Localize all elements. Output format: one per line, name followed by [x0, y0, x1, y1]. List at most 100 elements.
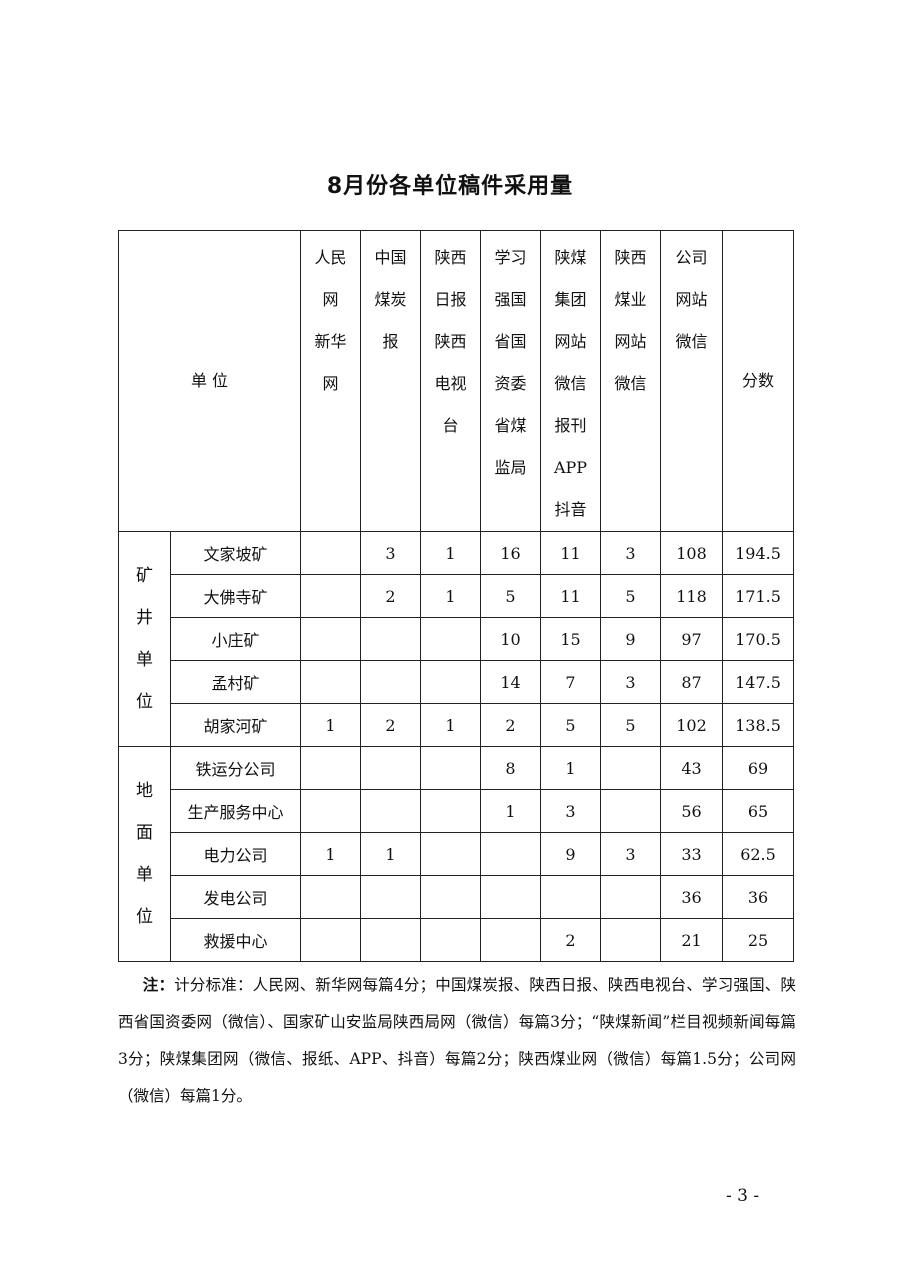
- count-cell: 11: [540, 531, 601, 575]
- column-header-line: 抖音: [554, 500, 587, 519]
- scoring-note: 注：计分标准：人民网、新华网每篇4分；中国煤炭报、陕西日报、陕西电视台、学习强国…: [118, 966, 796, 1115]
- count-cell: [480, 832, 541, 876]
- column-header-line: 监局: [494, 458, 527, 477]
- column-header-line: 网站: [675, 290, 708, 309]
- count-cell: 2: [360, 574, 421, 618]
- table-row: 救援中心 2 21 25: [119, 918, 794, 962]
- count-cell: 10: [480, 617, 541, 661]
- column-header-line: 煤炭: [374, 290, 407, 309]
- count-cell: 7: [540, 660, 601, 704]
- column-header-line: 煤业: [614, 290, 647, 309]
- count-cell: [480, 875, 541, 919]
- score-cell: 62.5: [722, 832, 794, 876]
- count-cell: 5: [480, 574, 541, 618]
- unit-name: 电力公司: [170, 832, 301, 876]
- count-cell: 3: [600, 660, 661, 704]
- unit-name: 文家坡矿: [170, 531, 301, 575]
- count-cell: 8: [480, 746, 541, 790]
- count-cell: [300, 574, 361, 618]
- note-label: 注：: [142, 975, 175, 994]
- group-label-char: 单: [136, 650, 153, 670]
- column-header-line: 电视: [434, 374, 467, 393]
- count-cell: 3: [540, 789, 601, 833]
- count-cell: 15: [540, 617, 601, 661]
- column-header-line: 公司: [675, 248, 708, 267]
- count-cell: 43: [660, 746, 723, 790]
- unit-name: 大佛寺矿: [170, 574, 301, 618]
- table-row: 胡家河矿 1 2 1 2 5 5 102 138.5: [119, 703, 794, 747]
- column-header-line: 新华: [314, 332, 347, 351]
- count-cell: [420, 832, 481, 876]
- header-row: 单 位 人民网新华网中国 煤炭报陕西 日报 陕西 电视台学习 强国 省国 资委 省煤 监局 陕煤 集团…: [118, 230, 794, 532]
- column-header-line: 陕西: [434, 332, 467, 351]
- count-cell: [360, 746, 421, 790]
- column-header-line: 强国: [494, 290, 527, 309]
- count-cell: 14: [480, 660, 541, 704]
- count-cell: 108: [660, 531, 723, 575]
- count-cell: 97: [660, 617, 723, 661]
- count-cell: [300, 660, 361, 704]
- count-cell: 1: [480, 789, 541, 833]
- count-cell: 9: [600, 617, 661, 661]
- count-cell: [420, 789, 481, 833]
- count-cell: [480, 918, 541, 962]
- score-cell: 138.5: [722, 703, 794, 747]
- column-header: 学习 强国 省国 资委 省煤 监局: [480, 230, 541, 532]
- score-cell: 36: [722, 875, 794, 919]
- column-header-line: 省煤: [494, 416, 527, 435]
- column-header-line: 陕西: [614, 248, 647, 267]
- column-header-line: 微信: [554, 374, 587, 393]
- column-header: 中国 煤炭报: [360, 230, 421, 532]
- count-cell: 33: [660, 832, 723, 876]
- count-cell: [300, 617, 361, 661]
- column-header-line: 人民: [314, 248, 347, 267]
- score-cell: 65: [722, 789, 794, 833]
- count-cell: 5: [600, 703, 661, 747]
- group-label-char: 井: [136, 608, 153, 628]
- count-cell: 1: [360, 832, 421, 876]
- count-cell: [360, 660, 421, 704]
- column-header-line: 网站: [554, 332, 587, 351]
- count-cell: 16: [480, 531, 541, 575]
- score-cell: 194.5: [722, 531, 794, 575]
- column-header-line: 集团: [554, 290, 587, 309]
- note-text: 计分标准：人民网、新华网每篇4分；中国煤炭报、陕西日报、陕西电视台、学习强国、陕…: [118, 976, 796, 1105]
- group-label: 地面单位: [118, 746, 171, 962]
- count-cell: [360, 617, 421, 661]
- count-cell: 5: [540, 703, 601, 747]
- column-header: 公司 网站 微信: [660, 230, 723, 532]
- column-header-line: 资委: [494, 374, 527, 393]
- count-cell: [600, 918, 661, 962]
- column-header-line: 日报: [434, 290, 467, 309]
- table-row: 小庄矿 10 15 9 97 170.5: [119, 617, 794, 661]
- count-cell: 87: [660, 660, 723, 704]
- column-header: 人民网新华网: [300, 230, 361, 532]
- group-label: 矿井单位: [118, 531, 171, 747]
- column-header-line: 中国: [374, 248, 407, 267]
- page-title: 8月份各单位稿件采用量: [326, 174, 574, 199]
- group-label-char: 单: [136, 865, 153, 885]
- group-label-char: 矿: [136, 566, 153, 586]
- manuscript-table: 单 位 人民网新华网中国 煤炭报陕西 日报 陕西 电视台学习 强国 省国 资委 省煤 监局 陕煤 集团…: [118, 230, 794, 962]
- count-cell: 3: [600, 832, 661, 876]
- count-cell: 2: [480, 703, 541, 747]
- unit-name: 生产服务中心: [170, 789, 301, 833]
- count-cell: [420, 660, 481, 704]
- count-cell: 9: [540, 832, 601, 876]
- page-number: - 3 -: [726, 1186, 760, 1206]
- count-cell: [300, 789, 361, 833]
- unit-name: 孟村矿: [170, 660, 301, 704]
- column-header-line: 陕煤: [554, 248, 587, 267]
- column-header-line: 微信: [614, 374, 647, 393]
- count-cell: [600, 875, 661, 919]
- count-cell: 102: [660, 703, 723, 747]
- table-row: 发电公司 36 36: [119, 875, 794, 919]
- count-cell: [420, 875, 481, 919]
- count-cell: 1: [420, 574, 481, 618]
- score-cell: 171.5: [722, 574, 794, 618]
- count-cell: [360, 918, 421, 962]
- count-cell: [420, 918, 481, 962]
- column-header-line: 学习: [494, 248, 527, 267]
- column-header-line: 报: [382, 332, 399, 351]
- unit-name: 救援中心: [170, 918, 301, 962]
